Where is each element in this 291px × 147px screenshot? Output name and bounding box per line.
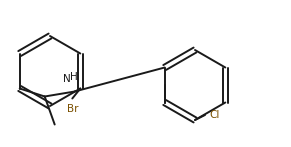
Text: Br: Br (67, 103, 78, 113)
Text: N: N (63, 75, 70, 85)
Text: Cl: Cl (209, 110, 219, 120)
Text: H: H (70, 71, 78, 81)
